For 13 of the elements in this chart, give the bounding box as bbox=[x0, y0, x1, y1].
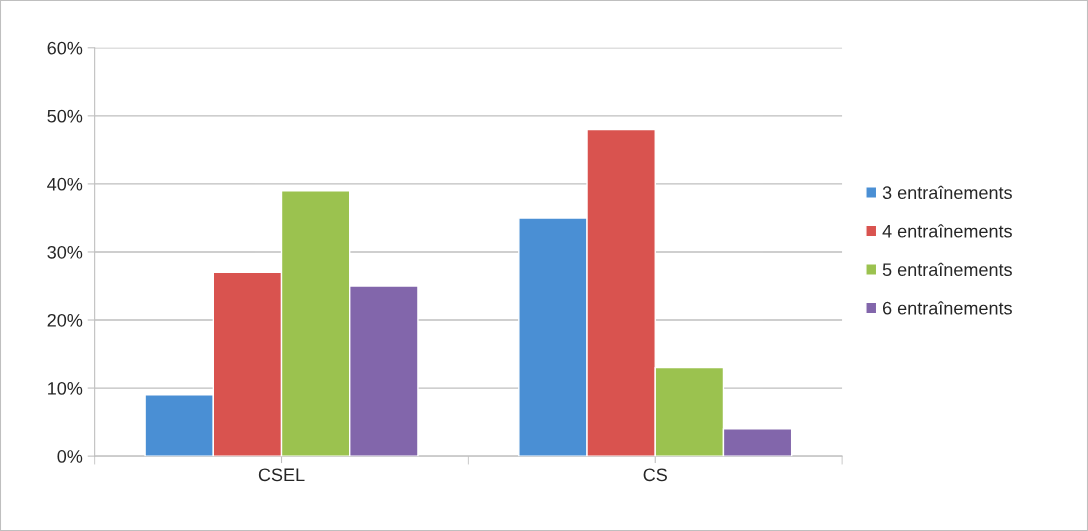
y-tick-label: 0% bbox=[57, 450, 83, 463]
y-tick-label: 20% bbox=[47, 313, 83, 327]
legend-label: 5 entraînements bbox=[882, 262, 1012, 277]
y-tick-label: 60% bbox=[47, 41, 83, 55]
x-tick-label: CSEL bbox=[258, 468, 305, 482]
y-tick-label: 50% bbox=[47, 109, 83, 123]
y-tick-label: 30% bbox=[47, 245, 83, 259]
legend-label: 6 entraînements bbox=[883, 301, 1012, 315]
legend-label: 4 entraînements bbox=[882, 224, 1012, 238]
y-tick-label: 10% bbox=[48, 382, 83, 395]
y-tick-label: 40% bbox=[47, 177, 83, 191]
legend-label: 3 entraînements bbox=[882, 185, 1012, 200]
x-tick-label: CS bbox=[643, 468, 667, 482]
